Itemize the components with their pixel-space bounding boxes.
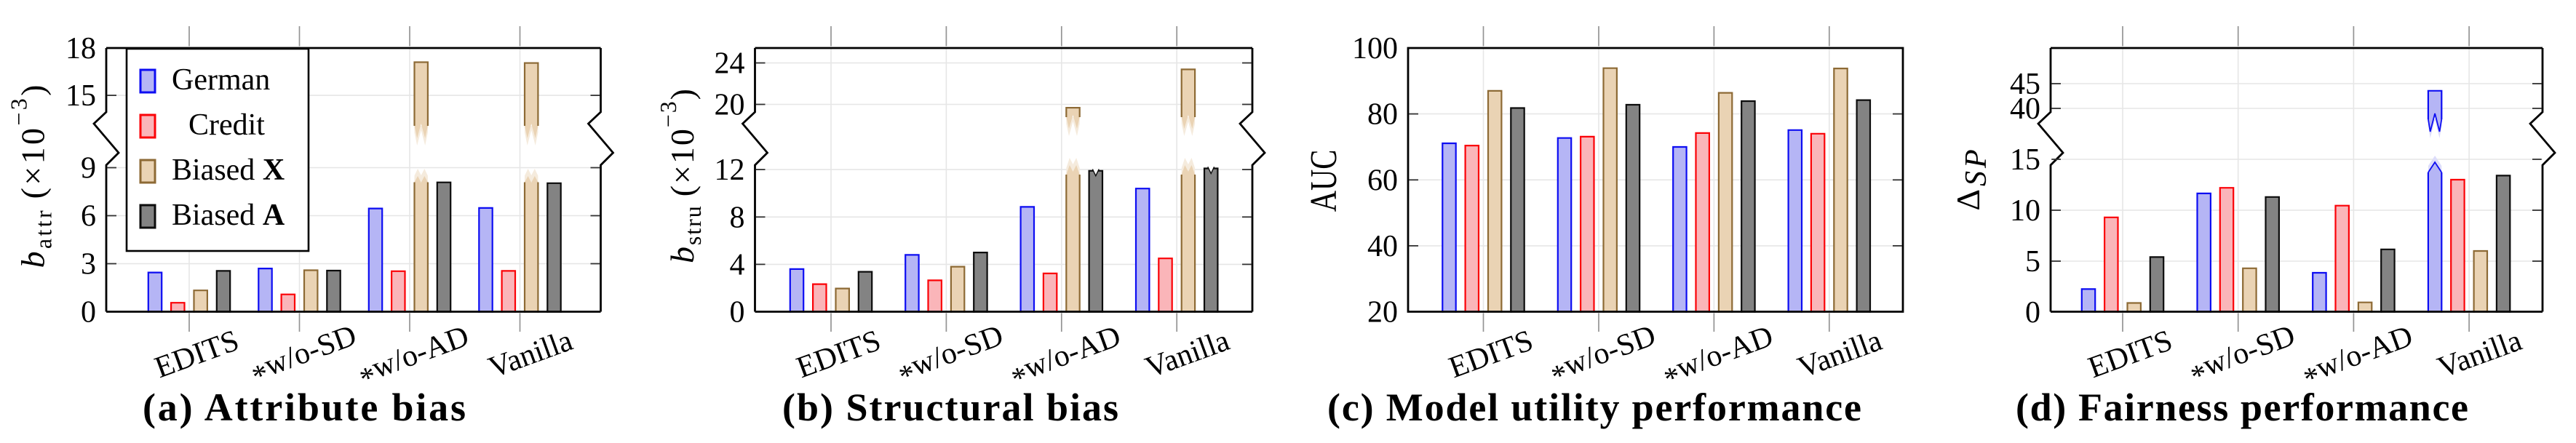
svg-text:0: 0 [730, 296, 745, 330]
svg-text:24: 24 [715, 47, 745, 81]
svg-text:(d) Fairness performance: (d) Fairness performance [2016, 386, 2468, 429]
svg-text:Credit: Credit [188, 108, 265, 142]
svg-text:4: 4 [730, 248, 745, 282]
svg-text:bstru (×10−3): bstru (×10−3) [655, 89, 706, 263]
svg-text:3: 3 [81, 248, 96, 282]
svg-text:12: 12 [715, 153, 745, 187]
svg-text:9: 9 [81, 152, 96, 185]
svg-text:8: 8 [730, 201, 745, 234]
svg-text:15: 15 [65, 79, 96, 113]
svg-text:80: 80 [1367, 98, 1398, 132]
svg-text:AUC: AUC [1303, 150, 1345, 212]
svg-text:0: 0 [81, 296, 96, 330]
svg-text:18: 18 [65, 32, 96, 65]
svg-text:40: 40 [1367, 230, 1398, 263]
svg-text:60: 60 [1367, 164, 1398, 197]
svg-text:battr (×10−3): battr (×10−3) [6, 85, 57, 268]
svg-text:100: 100 [1352, 32, 1398, 65]
svg-text:20: 20 [1367, 296, 1398, 330]
svg-text:0: 0 [2025, 296, 2040, 330]
svg-text:German: German [172, 63, 270, 97]
svg-text:(b) Structural bias: (b) Structural bias [782, 386, 1118, 429]
svg-text:(c) Model utility performance: (c) Model utility performance [1327, 386, 1861, 429]
svg-text:10: 10 [2010, 194, 2040, 228]
svg-text:(a) Attribute bias: (a) Attribute bias [143, 386, 466, 429]
svg-text:6: 6 [81, 200, 96, 234]
svg-text:5: 5 [2025, 245, 2040, 279]
svg-text:Biased A: Biased A [172, 199, 285, 232]
svg-text:Biased X: Biased X [172, 153, 285, 187]
svg-text:45: 45 [2010, 68, 2040, 101]
svg-text:20: 20 [715, 89, 745, 122]
svg-text:40: 40 [2010, 92, 2040, 126]
svg-text:15: 15 [2010, 143, 2040, 177]
